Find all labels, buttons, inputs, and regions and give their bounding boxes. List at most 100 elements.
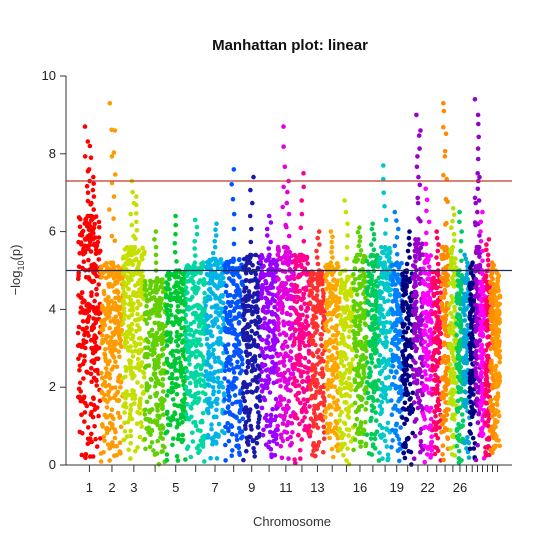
snp-point: [430, 364, 436, 370]
snp-point: [149, 377, 154, 383]
snp-point: [229, 432, 235, 437]
snp-point: [104, 415, 109, 420]
snp-point: [233, 343, 238, 348]
snp-point: [168, 297, 173, 303]
snp-point: [383, 375, 389, 381]
snp-point: [114, 398, 120, 403]
snp-point: [280, 421, 286, 426]
snp-point: [368, 369, 374, 375]
snp-point: [421, 345, 426, 351]
snp-point: [140, 369, 146, 375]
snp-point: [126, 280, 131, 285]
snp-point: [164, 359, 170, 364]
snp-point: [86, 257, 91, 263]
snp-point: [365, 360, 370, 365]
snp-point: [435, 261, 441, 267]
snp-point: [252, 454, 257, 459]
snp-point: [367, 373, 373, 379]
snp-point: [299, 306, 304, 312]
snp-point: [86, 275, 92, 280]
snp-point: [401, 293, 406, 298]
snp-point: [94, 444, 100, 449]
snp-point: [435, 248, 441, 254]
snp-point: [327, 402, 332, 408]
snp-point: [369, 278, 374, 283]
snp-point: [231, 226, 237, 232]
snp-point: [186, 267, 191, 273]
snp-point: [294, 354, 300, 360]
snp-point: [357, 225, 362, 230]
snp-point: [283, 332, 289, 337]
snp-point: [292, 307, 298, 312]
snp-point: [120, 256, 126, 261]
snp-point: [223, 410, 228, 415]
snp-point: [205, 382, 211, 387]
snp-point: [134, 228, 140, 233]
snp-point: [128, 428, 133, 434]
snp-point: [159, 347, 165, 352]
snp-point: [368, 339, 374, 345]
snp-point: [180, 347, 185, 353]
snp-point: [412, 433, 418, 439]
snp-point: [183, 291, 189, 296]
snp-point: [441, 395, 446, 401]
snp-point: [190, 340, 195, 345]
snp-point: [270, 344, 276, 349]
snp-point: [426, 219, 432, 225]
snp-point: [112, 289, 117, 295]
snp-point: [406, 235, 412, 241]
snp-point: [122, 410, 127, 415]
snp-point: [311, 285, 317, 291]
snp-point: [226, 384, 231, 389]
snp-point: [279, 295, 284, 301]
snp-point: [154, 330, 160, 336]
snp-point: [330, 378, 335, 383]
snp-point: [223, 442, 228, 448]
snp-point: [369, 226, 375, 232]
snp-point: [110, 260, 116, 266]
snp-point: [439, 301, 445, 306]
snp-point: [221, 350, 226, 356]
chart-title: Manhattan plot: linear: [212, 37, 368, 54]
snp-point: [441, 323, 446, 329]
snp-point: [286, 233, 292, 239]
snp-point: [243, 426, 248, 432]
snp-point: [184, 273, 190, 279]
snp-point: [114, 364, 120, 370]
snp-point: [153, 306, 159, 311]
snp-point: [382, 204, 387, 209]
snp-point: [330, 372, 335, 378]
snp-point: [328, 229, 334, 234]
snp-point: [232, 331, 237, 337]
snp-point: [370, 292, 376, 298]
snp-point: [191, 333, 196, 339]
snp-point: [423, 186, 429, 192]
snp-point: [329, 239, 335, 245]
snp-point: [117, 354, 122, 360]
snp-point: [350, 357, 356, 362]
snp-point: [208, 455, 213, 461]
snp-point: [318, 336, 324, 342]
snp-point: [361, 280, 367, 285]
snp-point: [314, 255, 320, 260]
snp-point: [267, 439, 272, 445]
snp-point: [377, 370, 383, 375]
snp-point: [101, 318, 107, 324]
snp-point: [110, 273, 116, 279]
snp-point: [331, 395, 336, 400]
snp-point: [315, 425, 321, 431]
snp-point: [229, 453, 234, 459]
snp-point: [344, 380, 349, 385]
snp-point: [126, 447, 131, 453]
snp-point: [96, 282, 101, 287]
snp-point: [122, 292, 127, 298]
snp-point: [78, 389, 83, 394]
snp-point: [400, 305, 405, 310]
snp-point: [143, 318, 148, 323]
snp-point: [134, 194, 139, 199]
snp-point: [173, 231, 178, 237]
snp-point: [417, 430, 423, 436]
snp-point: [81, 376, 86, 381]
snp-point: [330, 298, 336, 304]
snp-point: [423, 323, 429, 329]
